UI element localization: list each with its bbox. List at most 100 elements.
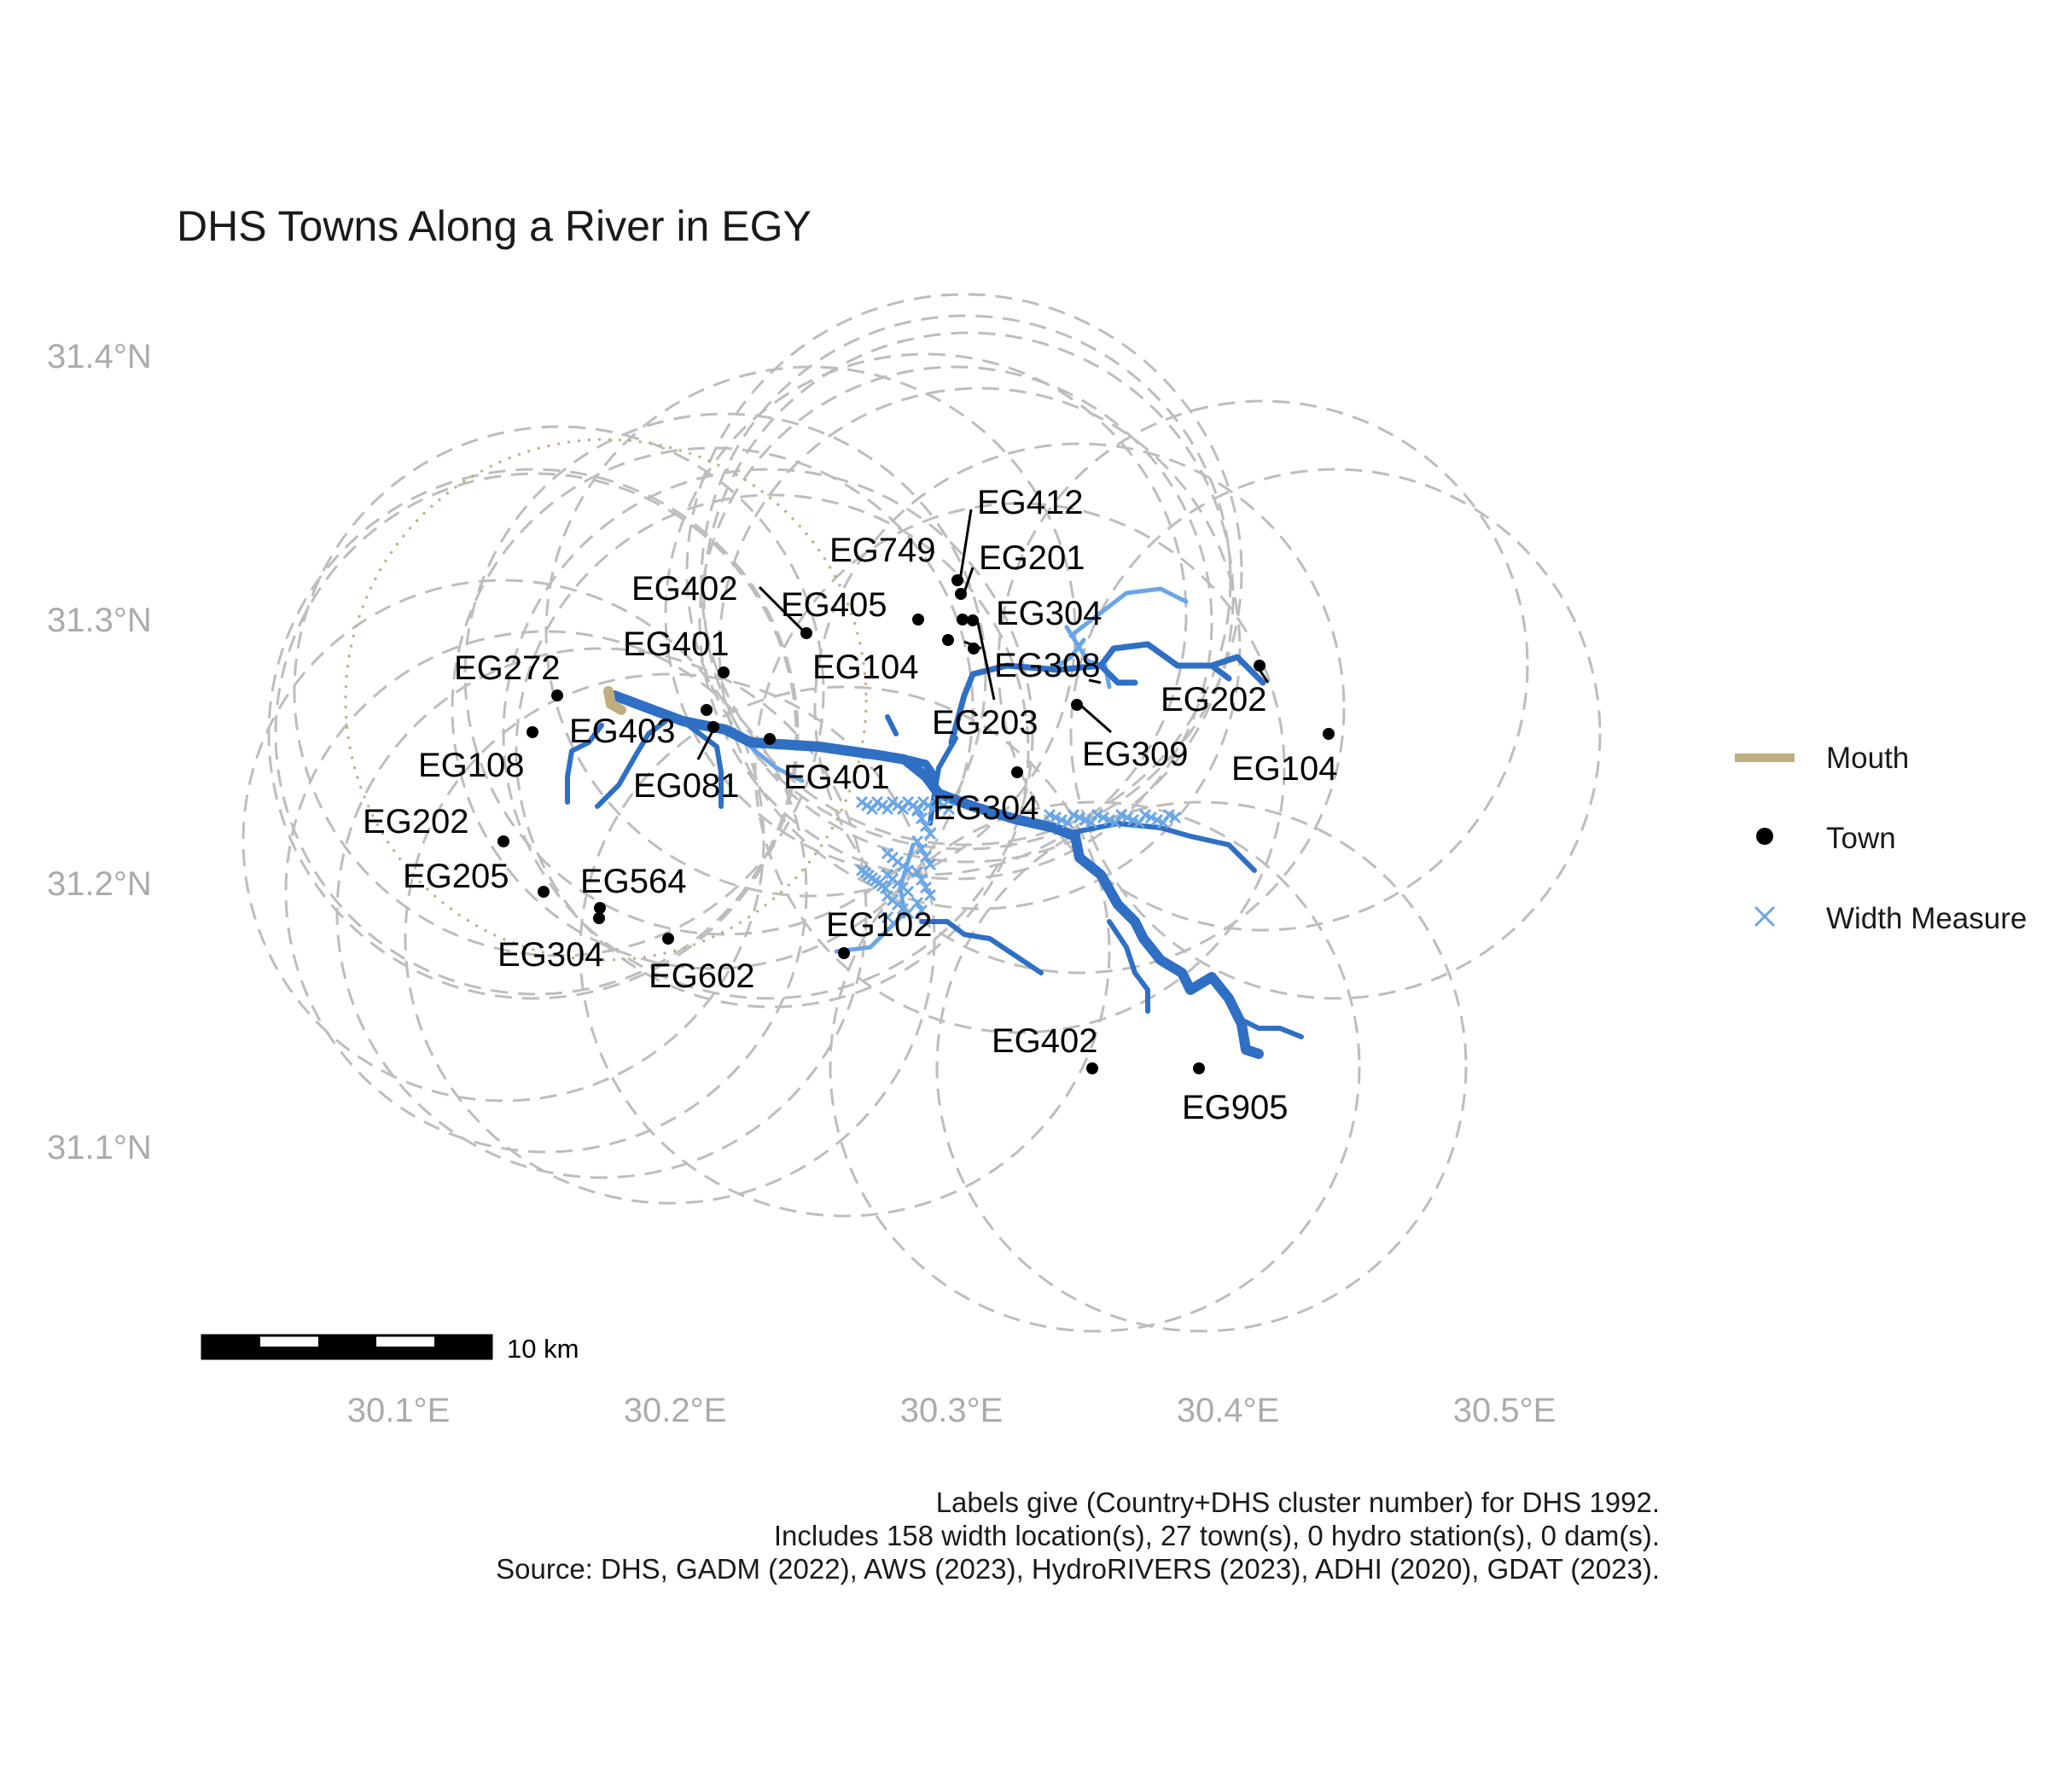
caption-line: Source: DHS, GADM (2022), AWS (2023), Hy… [496,1553,1660,1585]
width-measure-marker [923,858,937,871]
buffer-circle [284,630,808,1154]
town-label: EG205 [403,858,509,895]
town-label: EG308 [994,647,1101,684]
scale-bar-segment [376,1347,434,1359]
caption: Labels give (Country+DHS cluster number)… [496,1487,1660,1585]
width-measure-marker [923,888,937,902]
town-point [718,666,730,678]
buffer-circles [241,293,1602,1333]
width-measure-marker [911,865,924,879]
river-segment [680,719,724,809]
town-point [707,721,719,733]
width-measure-marker [911,835,924,848]
width-measure-marker [942,802,956,816]
x-tick-label: 30.1°E [347,1392,451,1429]
width-measure-marker [919,850,933,864]
town-point [1254,660,1265,672]
river-segment [919,919,1044,975]
town-point [1011,766,1023,778]
town-label: EG104 [812,649,919,686]
y-tick-label: 31.1°N [47,1129,152,1167]
leader-line [1088,678,1102,684]
town-label: EG309 [1082,736,1189,773]
width-measure-marker [915,812,928,825]
river-segment [1056,637,1086,668]
town-point [838,947,850,959]
town-label: EG749 [829,532,936,569]
buffer-circle [241,579,765,1103]
buffer-circle [451,446,975,970]
buffer-circle [515,493,1030,1009]
y-tick-label: 31.4°N [47,338,152,375]
legend-town-key [1756,828,1773,845]
buffer-circle [274,472,798,996]
town-label: EG108 [418,747,525,784]
town-point [957,614,969,625]
caption-line: Labels give (Country+DHS cluster number)… [936,1487,1660,1518]
leader-line [963,640,982,650]
buffer-circle [335,647,868,1179]
y-tick-label: 31.2°N [47,865,152,903]
x-tick-label: 30.3°E [900,1392,1004,1429]
leader-line [975,618,996,701]
town-point [497,835,509,847]
town-label: EG102 [826,906,933,944]
town-point [942,634,954,646]
river-segment [905,755,939,781]
town-label: EG401 [623,625,730,663]
town-point [1071,699,1083,711]
x-tick-label: 30.5°E [1453,1392,1556,1429]
buffer-circle [935,800,1468,1333]
river-segment [609,690,1264,1059]
buffer-circle [813,442,1346,975]
y-axis: 31.4°N 31.3°N 31.2°N 31.1°N [47,338,152,1167]
town-point [594,902,606,914]
town-point [1323,728,1335,740]
town-label: EG104 [1231,750,1338,788]
leader-line [1081,705,1112,734]
town-label: EG304 [996,595,1103,632]
town-label: EG304 [497,936,604,974]
width-measure-marker [919,819,933,833]
river-mouth [603,686,626,715]
width-measure-marker [923,827,937,841]
width-measure-marker [915,873,928,887]
river-segment [948,662,1138,746]
legend-label: Town [1826,822,1896,855]
buffer-circle [685,293,1243,851]
buffer-circle [293,425,825,957]
width-measure-marker [915,842,928,856]
buffer-circle [698,365,1213,881]
river-segment [1073,821,1257,873]
buffer-circle [404,672,936,1205]
town-label: EG412 [977,484,1084,521]
river-segment [1107,919,1150,1014]
town-point [701,704,713,716]
scale-bar-segment [434,1335,492,1359]
river-segment [595,719,668,809]
river-segment [885,714,899,736]
town-point [527,726,538,738]
town-label: EG202 [363,803,469,841]
width-measure-marker [879,881,893,895]
river-segment [1068,586,1189,638]
river-segment [1208,654,1266,686]
width-measure-marker [919,881,933,894]
buffer-circle [664,352,1188,876]
width-measure-marker [911,804,924,817]
town-point [967,614,979,626]
width-measure-marker [901,864,915,877]
town-label: EG564 [580,863,687,900]
town-point [538,886,550,898]
buffer-circle [579,685,1111,1218]
buffer-circle [718,387,1242,911]
legend: Mouth Town Width Measure [1735,742,2027,935]
width-measure-marker [915,904,928,917]
width-measure-marker [881,911,894,924]
width-measure-marker [901,906,915,920]
town-label: EG405 [781,586,887,624]
town-point [1086,1062,1098,1074]
leader-line [958,509,973,581]
town-label: EG272 [454,649,561,687]
buffer-circle [1069,468,1602,1000]
